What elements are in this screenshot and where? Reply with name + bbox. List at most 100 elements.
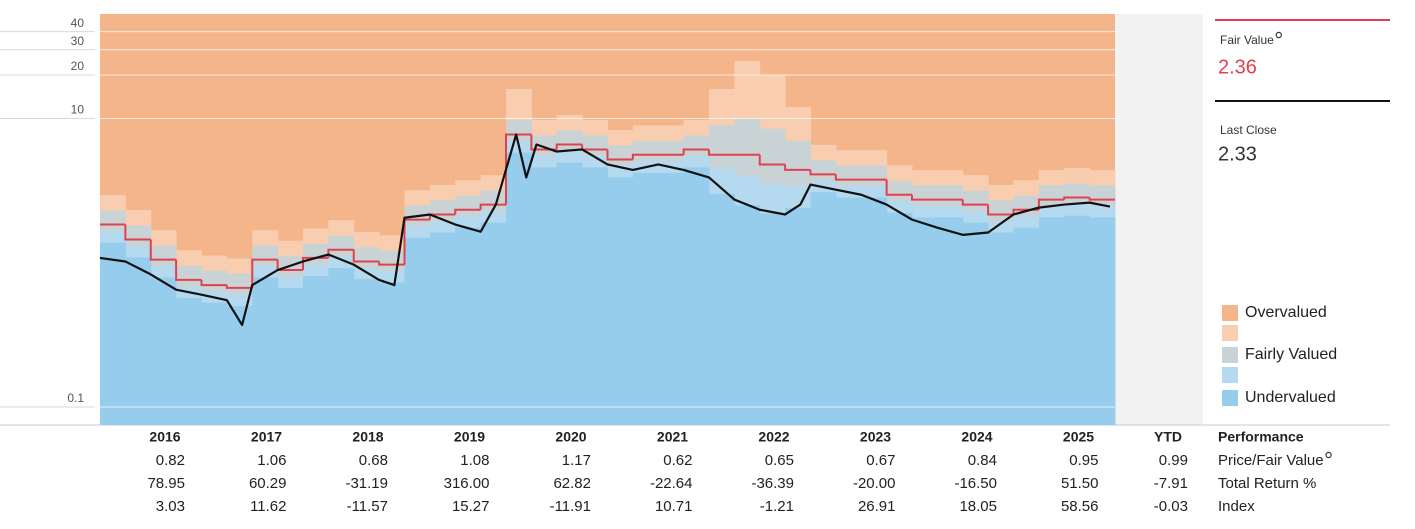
table-cell: 1.08 <box>460 452 489 469</box>
column-header: 2016 <box>149 429 180 445</box>
fair-value-step <box>149 239 177 261</box>
valuation-band <box>734 205 761 425</box>
fair-value-step <box>200 279 227 287</box>
table-cell: 0.67 <box>866 452 895 469</box>
row-label: Price/Fair Value <box>1218 452 1324 469</box>
legend-swatch <box>1222 347 1238 363</box>
valuation-band <box>607 177 634 425</box>
valuation-band <box>1089 217 1116 425</box>
column-header: 2023 <box>860 429 891 445</box>
valuation-band <box>480 222 507 425</box>
fair-value-step <box>555 143 583 150</box>
fair-value-step <box>631 153 659 160</box>
table-cell: 0.84 <box>968 452 997 469</box>
column-header: 2017 <box>251 429 282 445</box>
table-cell: -22.64 <box>650 475 693 492</box>
valuation-band <box>455 227 482 425</box>
valuation-band <box>632 172 659 425</box>
table-cell: 11.62 <box>250 498 286 515</box>
y-tick-label: 20 <box>71 59 85 73</box>
fair-value-label: Fair Value <box>1220 33 1274 47</box>
table-cell: 0.99 <box>1159 452 1188 469</box>
table-cell: -7.91 <box>1154 475 1188 492</box>
row-label: Index <box>1218 498 1255 515</box>
fair-value-step <box>454 208 481 215</box>
table-cell: 0.95 <box>1069 452 1098 469</box>
row-label: Total Return % <box>1218 475 1316 492</box>
table-cell: -11.57 <box>347 498 388 515</box>
y-tick-label: 0.1 <box>67 391 84 405</box>
table-cell: 51.50 <box>1061 475 1099 492</box>
table-cell: 26.91 <box>858 498 896 515</box>
valuation-band <box>937 217 964 425</box>
table-cell: 1.17 <box>562 452 591 469</box>
table-cell: 316.00 <box>444 475 490 492</box>
table-cell: 10.71 <box>655 498 693 515</box>
column-header: 2025 <box>1063 429 1094 445</box>
fair-value-step <box>809 169 836 176</box>
fair-value-step <box>682 148 709 155</box>
price-line <box>99 133 1111 327</box>
info-icon <box>1325 451 1332 459</box>
valuation-band <box>531 167 558 425</box>
valuation-band <box>353 279 380 425</box>
fair-value-step <box>987 204 1014 216</box>
valuation-band <box>1038 217 1065 425</box>
table-cell: 60.29 <box>249 475 287 492</box>
fair-value-step <box>124 224 151 241</box>
valuation-band <box>201 302 228 425</box>
valuation-band <box>962 222 989 425</box>
valuation-band <box>759 213 786 425</box>
valuation-band <box>226 306 253 425</box>
valuation-band <box>785 207 811 425</box>
table-cell: 0.65 <box>765 452 794 469</box>
column-header: 2019 <box>454 429 485 445</box>
legend-swatch <box>1222 325 1238 341</box>
valuation-band <box>277 287 304 425</box>
last-close: 2.33 <box>1218 143 1257 165</box>
column-header: 2021 <box>657 429 688 445</box>
plot-area <box>99 14 1116 426</box>
valuation-band <box>988 232 1014 425</box>
table-cell: -36.39 <box>751 475 794 492</box>
table-cell: -11.91 <box>550 498 591 515</box>
valuation-band <box>125 257 152 425</box>
legend-label: Overvalued <box>1245 304 1327 321</box>
table-cell: 15.27 <box>452 498 490 515</box>
table-cell: 0.82 <box>156 452 185 469</box>
valuation-band <box>176 297 202 425</box>
last-close-label: Last Close <box>1220 123 1277 137</box>
valuation-band <box>886 212 913 425</box>
valuation-band <box>1064 215 1091 425</box>
table-cell: -16.50 <box>954 475 997 492</box>
fair-value-step <box>834 174 862 181</box>
fair-value-step <box>378 261 405 266</box>
valuation-band <box>912 217 938 425</box>
y-tick-label: 30 <box>71 34 85 48</box>
fair-value-step <box>505 133 532 205</box>
legend-label: Fairly Valued <box>1245 346 1337 363</box>
table-cell: 78.95 <box>147 475 185 492</box>
legend-label: Undervalued <box>1245 389 1336 406</box>
column-header: 2018 <box>352 429 383 445</box>
column-header: 2022 <box>758 429 789 445</box>
valuation-band <box>709 193 735 425</box>
table-cell: 3.03 <box>156 498 185 515</box>
legend-swatch <box>1222 305 1238 321</box>
fair-value-step <box>225 285 253 289</box>
fair-value-step <box>606 149 633 161</box>
valuation-band <box>683 167 710 425</box>
legend-swatch <box>1222 390 1238 406</box>
valuation-band <box>556 162 583 425</box>
fair-value-step <box>1088 197 1115 201</box>
y-tick-label: 10 <box>71 103 85 117</box>
valuation-band <box>328 267 355 425</box>
fair-value-step <box>175 259 202 281</box>
fair-value-step <box>784 164 811 171</box>
valuation-band <box>429 232 456 425</box>
ytd-strip <box>1115 14 1203 425</box>
fair-value-step <box>352 249 380 263</box>
table-cell: 62.82 <box>553 475 591 492</box>
table-header: Performance <box>1218 429 1304 445</box>
